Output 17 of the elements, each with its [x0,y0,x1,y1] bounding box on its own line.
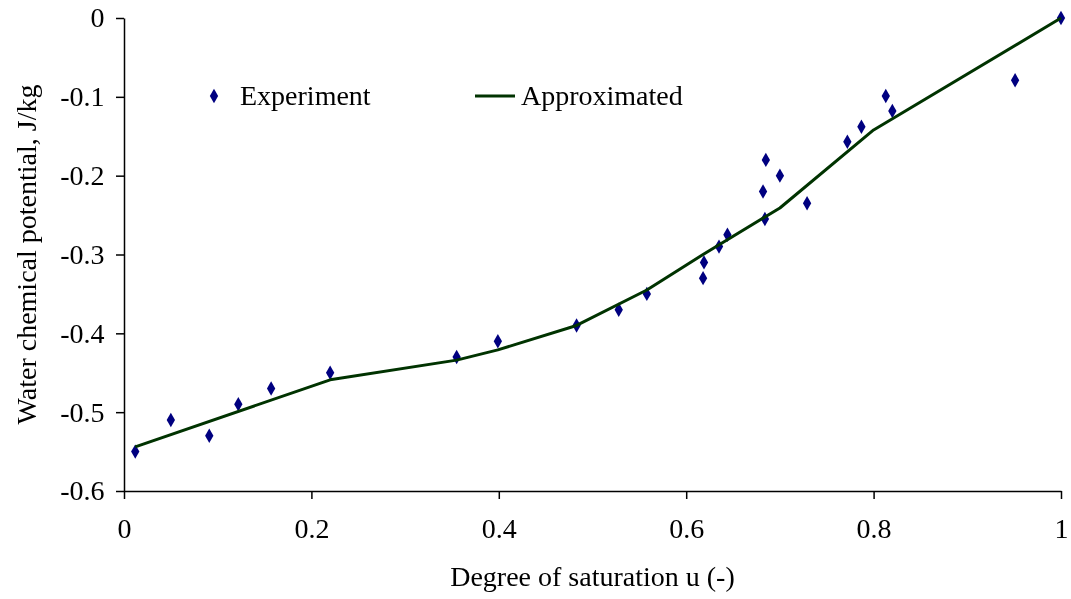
x-tick-label: 0.4 [481,513,517,545]
y-tick-label: -0.5 [60,396,105,428]
y-tick-label: -0.2 [60,160,105,192]
x-tick-label: 1 [1054,513,1069,545]
y-axis-title: Water chemical potential, J/kg [11,84,42,425]
y-tick-label: 0 [90,2,105,34]
legend-label: Experiment [240,80,371,111]
x-tick-label: 0.8 [856,513,892,545]
legend-label: Approximated [521,80,683,111]
x-axis-title: Degree of saturation u (-) [450,561,735,592]
y-tick-label: -0.1 [60,81,105,113]
y-tick-label: -0.6 [60,475,105,507]
y-tick-label: -0.4 [60,317,105,349]
x-tick-label: 0.2 [294,513,330,545]
x-tick-label: 0 [117,513,132,545]
y-tick-label: -0.3 [60,238,105,270]
x-tick-label: 0.6 [669,513,705,545]
